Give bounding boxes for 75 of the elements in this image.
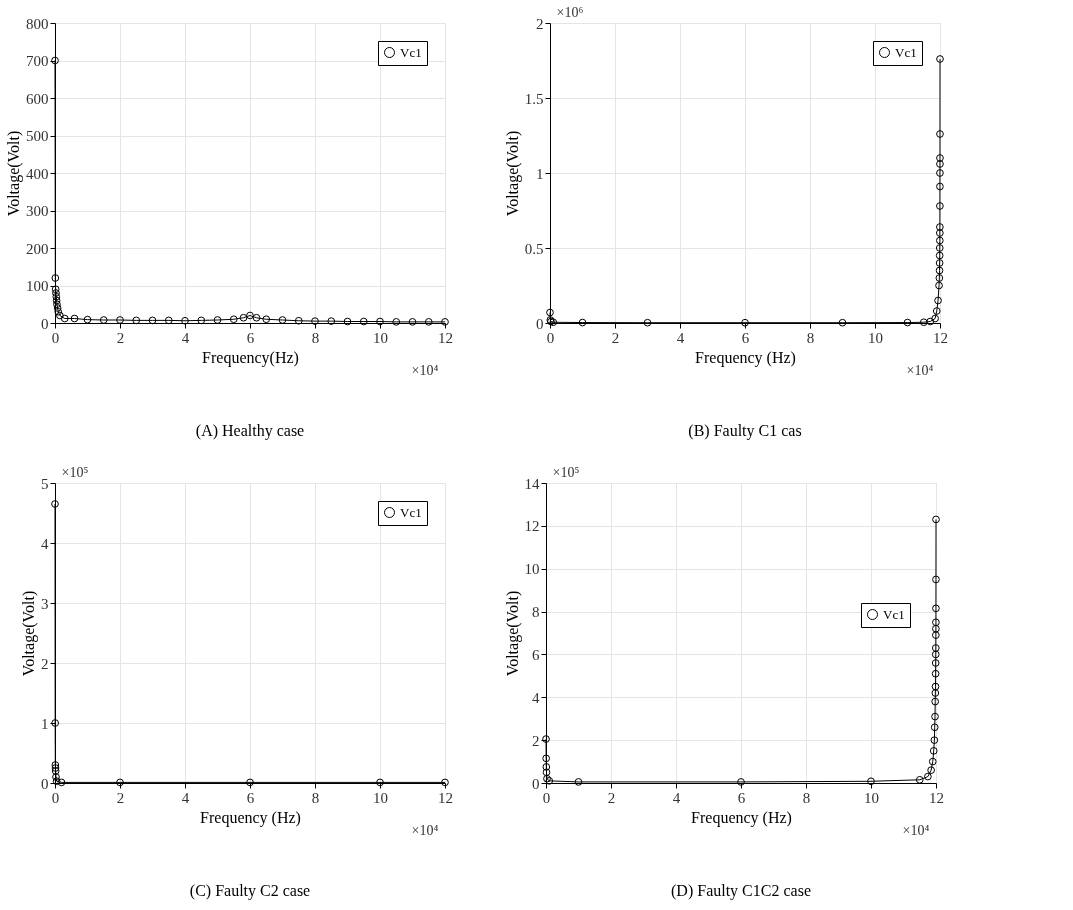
y-tick-label: 1 xyxy=(536,165,544,182)
legend-label: Vc1 xyxy=(400,44,422,60)
y-tick-label: 4 xyxy=(532,689,540,706)
text: (A) Healthy case xyxy=(195,422,305,440)
y-axis-title: Voltage(Volt) xyxy=(503,590,522,677)
x-tick-label: 12 xyxy=(438,789,453,806)
y-tick-label: 10 xyxy=(524,561,540,578)
y-tick-label: 500 xyxy=(26,128,49,144)
x-tick-label: 2 xyxy=(611,329,620,346)
y-tick-label: 5 xyxy=(41,475,49,492)
text: ×10⁴ xyxy=(411,363,439,378)
y-axis-title: Voltage(Volt) xyxy=(20,590,38,677)
y-axis-title: Voltage(Volt) xyxy=(503,130,522,217)
y-tick-label: 2 xyxy=(532,732,540,749)
x-axis-title: Frequency (Hz) xyxy=(691,808,792,827)
legend-label: Vc1 xyxy=(883,606,905,622)
x-tick-label: 6 xyxy=(246,789,255,806)
y-tick-label: 12 xyxy=(524,518,540,535)
x-tick-label: 12 xyxy=(929,789,944,806)
text: (B) Faulty C1 cas xyxy=(688,422,802,440)
x-tick-label: 8 xyxy=(806,329,815,346)
y-tick-label: 1 xyxy=(41,715,49,732)
text: ×10⁵ xyxy=(61,465,89,480)
x-tick-label: 12 xyxy=(438,329,453,346)
x-tick-label: 10 xyxy=(373,789,388,806)
y-tick-label: 300 xyxy=(26,203,49,219)
y-tick-label: 0 xyxy=(41,775,49,792)
text: ×10⁴ xyxy=(902,823,930,838)
x-tick-label: 10 xyxy=(868,329,883,346)
y-tick-label: 0 xyxy=(536,315,544,332)
y-tick-label: 14 xyxy=(524,475,540,492)
y-tick-label: 2 xyxy=(536,15,544,32)
y-tick-label: 0.5 xyxy=(524,240,544,257)
x-tick-label: 6 xyxy=(741,329,750,346)
y-tick-label: 0 xyxy=(41,315,49,332)
y-tick-label: 1.5 xyxy=(524,90,544,107)
x-tick-label: 8 xyxy=(311,329,320,346)
y-tick-label: 0 xyxy=(532,775,540,792)
x-tick-label: 6 xyxy=(246,329,255,346)
y-tick-label: 6 xyxy=(532,646,540,663)
text: ×10⁴ xyxy=(906,363,934,378)
y-axis-title: Voltage(Volt) xyxy=(5,130,23,217)
x-tick-label: 2 xyxy=(607,789,616,806)
x-tick-label: 6 xyxy=(737,789,746,806)
y-tick-label: 8 xyxy=(532,604,540,621)
x-tick-label: 10 xyxy=(373,329,388,346)
x-tick-label: 12 xyxy=(933,329,948,346)
y-tick-label: 200 xyxy=(26,240,49,257)
text: ×10⁵ xyxy=(552,465,580,480)
legend-label: Vc1 xyxy=(400,504,422,520)
y-tick-label: 700 xyxy=(26,53,49,69)
y-tick-label: 600 xyxy=(26,90,49,107)
y-tick-label: 3 xyxy=(41,595,49,612)
x-tick-label: 10 xyxy=(864,789,879,806)
x-tick-label: 4 xyxy=(181,789,190,806)
x-axis-title: Frequency (Hz) xyxy=(200,808,301,827)
x-tick-label: 2 xyxy=(116,789,125,806)
x-tick-label: 8 xyxy=(802,789,811,806)
y-tick-label: 100 xyxy=(26,278,49,294)
x-axis-title: Frequency (Hz) xyxy=(695,348,796,367)
text: (D) Faulty C1C2 case xyxy=(671,882,811,900)
x-tick-label: 2 xyxy=(116,329,125,346)
x-tick-label: 8 xyxy=(311,789,320,806)
y-tick-label: 800 xyxy=(26,15,49,32)
text: ×10⁶ xyxy=(556,5,584,20)
text: (C) Faulty C2 case xyxy=(189,882,311,900)
x-tick-label: 4 xyxy=(676,329,685,346)
y-tick-label: 400 xyxy=(26,165,49,182)
legend-label: Vc1 xyxy=(895,44,917,60)
y-tick-label: 4 xyxy=(41,535,49,552)
y-tick-label: 2 xyxy=(41,655,49,672)
x-axis-title: Frequency(Hz) xyxy=(202,348,299,367)
x-tick-label: 4 xyxy=(672,789,681,806)
x-tick-label: 4 xyxy=(181,329,190,346)
text: ×10⁴ xyxy=(411,823,439,838)
